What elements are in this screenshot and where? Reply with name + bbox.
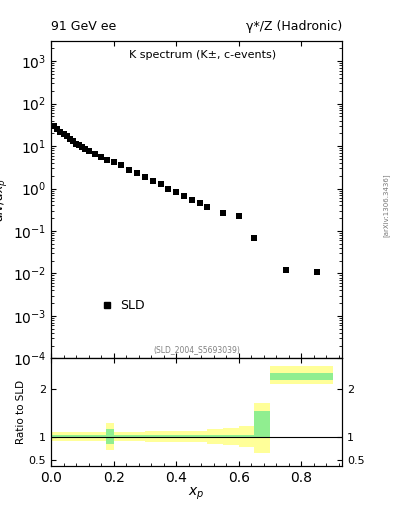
Text: 91 GeV ee: 91 GeV ee xyxy=(51,20,116,33)
Bar xyxy=(254,403,270,453)
Bar xyxy=(317,366,332,385)
X-axis label: $x_p$: $x_p$ xyxy=(188,486,205,502)
Bar xyxy=(67,435,75,438)
Bar xyxy=(223,428,239,445)
Bar xyxy=(106,430,114,444)
Bar xyxy=(239,435,254,438)
Bar xyxy=(114,435,129,438)
Bar xyxy=(98,435,106,438)
Bar xyxy=(192,431,208,442)
Text: [arXiv:1306.3436]: [arXiv:1306.3436] xyxy=(382,173,389,237)
Bar xyxy=(270,366,286,385)
Bar xyxy=(145,431,160,442)
Y-axis label: $dN/dx_p$: $dN/dx_p$ xyxy=(0,178,10,222)
Bar xyxy=(223,435,239,438)
Bar xyxy=(176,431,192,442)
Bar xyxy=(239,426,254,447)
Bar xyxy=(106,423,114,450)
Bar xyxy=(270,373,286,380)
Bar xyxy=(75,432,83,441)
Bar xyxy=(90,435,98,438)
Bar xyxy=(129,432,145,441)
Bar xyxy=(317,373,332,380)
Bar xyxy=(114,432,129,441)
Bar xyxy=(145,435,160,438)
Text: K spectrum (K±, c-events): K spectrum (K±, c-events) xyxy=(129,51,276,60)
Bar xyxy=(286,373,301,380)
Bar xyxy=(90,432,98,441)
Bar xyxy=(98,432,106,441)
Text: SLD: SLD xyxy=(120,298,145,312)
Bar xyxy=(51,432,59,441)
Text: γ*/Z (Hadronic): γ*/Z (Hadronic) xyxy=(246,20,342,33)
Bar xyxy=(160,435,176,438)
Bar xyxy=(208,435,223,438)
Bar xyxy=(129,435,145,438)
Bar xyxy=(59,435,67,438)
Bar xyxy=(51,435,59,438)
Bar xyxy=(83,432,90,441)
Text: (SLD_2004_S5693039): (SLD_2004_S5693039) xyxy=(153,345,240,354)
Bar xyxy=(192,435,208,438)
Y-axis label: Ratio to SLD: Ratio to SLD xyxy=(16,380,26,444)
Bar xyxy=(83,435,90,438)
Bar xyxy=(286,366,301,385)
Bar xyxy=(301,366,317,385)
Bar xyxy=(254,411,270,438)
Bar xyxy=(176,435,192,438)
Bar xyxy=(67,432,75,441)
Bar xyxy=(160,431,176,442)
Bar xyxy=(59,432,67,441)
Bar xyxy=(301,373,317,380)
Bar xyxy=(75,435,83,438)
Bar xyxy=(208,430,223,444)
